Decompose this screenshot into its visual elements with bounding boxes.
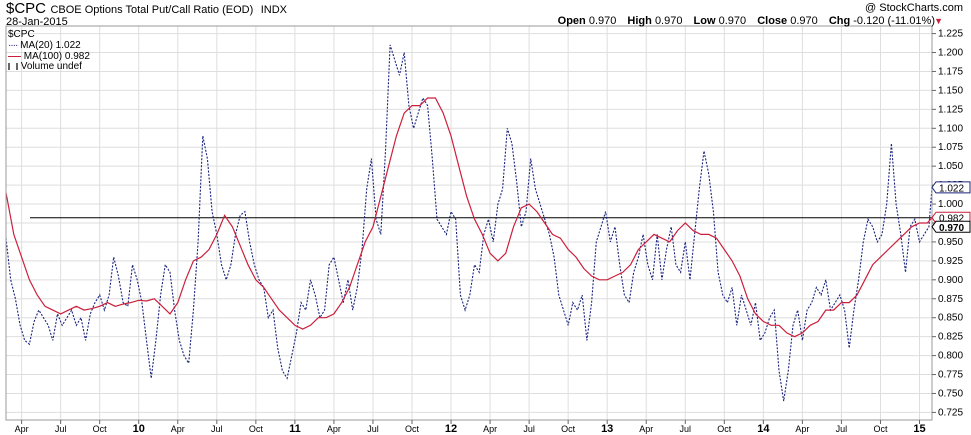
x-tick-label: 11	[289, 423, 301, 435]
chg-value: -0.120 (-11.01%)	[853, 15, 935, 27]
y-tick-label: 1.200	[938, 48, 963, 59]
x-tick-label: Jul	[523, 424, 535, 434]
legend-volume-label: Volume undef	[20, 61, 82, 72]
x-tick-label: 12	[445, 423, 457, 435]
y-tick-label: 1.175	[938, 66, 963, 77]
x-tick-label: Oct	[93, 424, 108, 434]
price-tag-box	[931, 220, 971, 233]
x-tick-label: 14	[757, 423, 770, 435]
ma100-series-line	[5, 97, 933, 338]
y-tick-label: 0.750	[938, 388, 963, 399]
y-tick-label: 1.150	[938, 85, 963, 96]
y-tick-label: 0.850	[938, 313, 963, 324]
x-tick-label: Apr	[327, 424, 341, 434]
y-tick-label: 0.800	[938, 351, 963, 362]
y-tick-label: 0.950	[938, 237, 963, 248]
y-tick-label: 0.825	[938, 332, 963, 343]
legend-symbol: $CPC	[8, 29, 35, 40]
y-tick-label: 1.100	[938, 123, 963, 134]
legend-volume: Volume undef	[8, 61, 82, 72]
low-label: Low	[693, 15, 716, 27]
symbol-label: $CPC	[6, 0, 47, 17]
x-tick-label: Jul	[367, 424, 379, 434]
y-tick-label: 0.900	[938, 275, 963, 286]
x-tick-label: Oct	[873, 424, 888, 434]
legend-ma20: ···· MA(20) 1.022	[8, 40, 81, 51]
legend-ma100: MA(100) 0.982	[8, 51, 90, 62]
x-axis-ticks: Apr Jul Oct 10 Apr Jul Oct 11 Apr Jul Oct 12 Apr Jul O…	[15, 420, 926, 435]
legend-ma20-label: MA(20) 1.022	[20, 40, 81, 51]
y-tick-label: 1.125	[938, 104, 963, 115]
low-value: 0.970	[718, 15, 747, 27]
x-tick-label: Oct	[405, 424, 420, 434]
chg-label: Chg	[828, 15, 851, 27]
x-tick-label: 10	[133, 423, 145, 435]
price-tag-text: 0.982	[939, 214, 964, 225]
chart-date: 28-Jan-2015	[6, 16, 68, 28]
ma20-dotted-icon: ····	[8, 40, 18, 51]
price-tag-3: 0.970	[931, 220, 971, 234]
copyright-link[interactable]: @ StockCharts.com	[865, 2, 963, 14]
x-tick-label: Apr	[639, 424, 653, 434]
x-tick-label: Jul	[55, 424, 67, 434]
x-tick-label: Oct	[717, 424, 732, 434]
price-tag-text: 1.022	[939, 183, 964, 194]
close-label: Close	[757, 15, 788, 27]
y-tick-label: 1.225	[938, 29, 963, 40]
open-value: 0.970	[588, 15, 617, 27]
x-tick-label: Oct	[249, 424, 264, 434]
x-tick-label: Apr	[483, 424, 497, 434]
x-tick-label: Apr	[795, 424, 809, 434]
exchange-label: INDX	[260, 4, 287, 16]
x-tick-label: Apr	[171, 424, 185, 434]
y-tick-label: 1.075	[938, 142, 963, 153]
y-tick-label: 1.000	[938, 199, 963, 210]
ohlc-summary: Open 0.970 High 0.970 Low 0.970 Close 0.…	[558, 15, 935, 27]
x-tick-label: Oct	[561, 424, 576, 434]
x-tick-label: Apr	[15, 424, 29, 434]
volume-bars-icon	[8, 62, 18, 70]
price-tag-text: 0.970	[939, 223, 964, 234]
legend-ma100-label: MA(100) 0.982	[23, 51, 90, 62]
x-tick-label: Jul	[211, 424, 223, 434]
ma100-line-icon	[8, 55, 21, 57]
y-tick-label: 0.725	[938, 407, 963, 418]
grid-lines	[6, 26, 932, 420]
series-group	[5, 44, 933, 402]
ma20-series-line	[5, 44, 933, 402]
high-label: High	[627, 15, 652, 27]
x-tick-label: 15	[913, 423, 925, 435]
chart-title: $CPC CBOE Options Total Put/Call Ratio (…	[6, 0, 287, 18]
open-label: Open	[557, 15, 586, 27]
price-tag-box	[931, 181, 971, 194]
price-tag-1: 1.022	[931, 181, 971, 194]
y-tick-label: 0.775	[938, 370, 963, 381]
y-tick-label: 0.925	[938, 256, 963, 267]
chg-down-icon: ▼	[934, 16, 943, 26]
x-tick-label: 13	[601, 423, 613, 435]
close-value: 0.970	[790, 15, 818, 27]
y-tick-label: 0.875	[938, 294, 963, 305]
x-tick-label: Jul	[836, 424, 848, 434]
instrument-name: CBOE Options Total Put/Call Ratio (EOD)	[50, 4, 254, 16]
x-tick-label: Jul	[680, 424, 692, 434]
y-tick-label: 1.050	[938, 161, 963, 172]
high-value: 0.970	[654, 15, 683, 27]
